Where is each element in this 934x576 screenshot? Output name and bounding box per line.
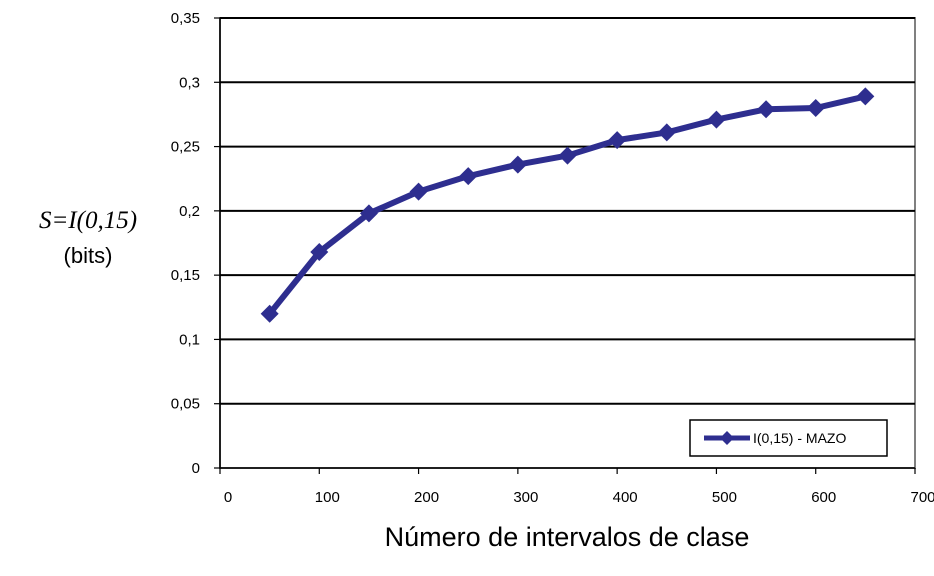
x-tick-label: 600	[811, 489, 836, 506]
axes	[219, 18, 915, 469]
legend-marker-diamond	[720, 431, 734, 445]
legend: I(0,15) - MAZO	[689, 419, 888, 457]
data-point-marker	[558, 146, 577, 165]
plot-area	[219, 17, 916, 469]
data-point-marker	[508, 155, 527, 174]
x-tick-label: 200	[414, 489, 439, 506]
x-tick-label: 500	[712, 489, 737, 506]
y-tick-label: 0,25	[171, 139, 200, 156]
data-point-marker	[359, 204, 378, 223]
y-tick-label: 0,35	[171, 10, 200, 27]
data-point-marker	[806, 99, 825, 117]
legend-series-label: I(0,15) - MAZO	[753, 430, 846, 446]
y-tick-label: 0	[192, 460, 200, 477]
x-axis-label: Número de intervalos de clase	[385, 522, 750, 552]
grid-lines	[214, 17, 916, 474]
data-point-marker	[657, 123, 676, 142]
y-tick-label: 0,05	[171, 396, 200, 413]
data-point-marker	[260, 304, 279, 323]
x-tick-label: 700	[910, 489, 934, 506]
y-axis-unit-label: (bits)	[64, 243, 113, 268]
y-tick-label: 0,2	[179, 203, 200, 220]
data-point-marker	[409, 182, 428, 201]
y-tick-label: 0,1	[179, 331, 200, 348]
data-point-marker	[310, 243, 329, 261]
x-tick-label: 0	[224, 489, 232, 506]
y-tick-label: 0,15	[171, 267, 200, 284]
y-tick-labels: 0 0,05 0,1 0,15 0,2 0,25 0,3 0,35	[171, 10, 200, 477]
data-point-marker	[707, 110, 726, 129]
data-point-marker	[757, 100, 776, 119]
x-tick-label: 400	[613, 489, 638, 506]
data-point-marker	[608, 131, 627, 150]
y-tick-label: 0,3	[179, 74, 200, 91]
data-point-marker	[856, 87, 875, 106]
x-tick-labels: 0 100 200 300 400 500 600 700	[224, 489, 934, 506]
x-tick-label: 100	[315, 489, 340, 506]
x-tick-label: 300	[513, 489, 538, 506]
data-point-marker	[459, 167, 478, 186]
y-axis-label: S=I(0,15)	[39, 207, 137, 234]
series-group	[260, 87, 875, 323]
